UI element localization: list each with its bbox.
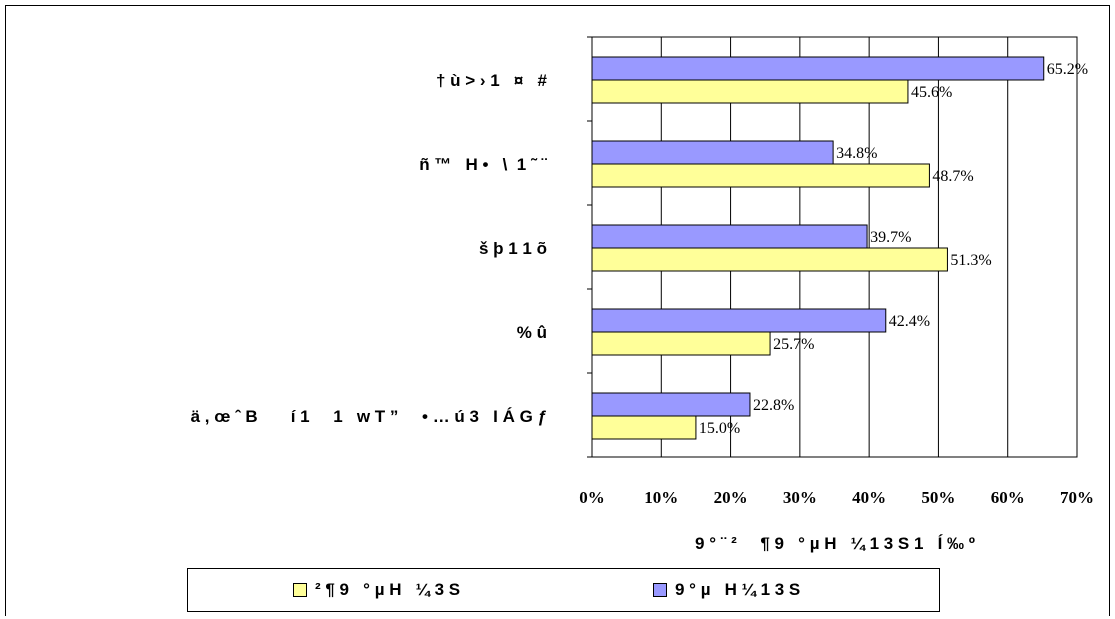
x-tick-label: 70% [1060,488,1094,507]
x-tick-label: 60% [991,488,1025,507]
data-label: 45.6% [911,84,952,101]
data-label: 39.7% [870,229,911,246]
legend-label-yellow: ² ¶ 9 ° µ H ¼ 3 S [315,580,461,599]
bar-series-yellow [591,79,909,104]
category-label: % û [517,323,547,342]
bar-series-purple [591,224,868,249]
data-label: 42.4% [889,313,930,330]
bar-series-yellow [591,247,948,272]
chart-legend: ² ¶ 9 ° µ H ¼ 3 S 9 ° µ H ¼ 1 3 S [187,568,940,612]
legend-item-yellow-series: ² ¶ 9 ° µ H ¼ 3 S [293,580,460,600]
bar-series-purple [591,140,834,165]
x-tick-label: 10% [644,488,678,507]
x-tick-label: 0% [579,488,605,507]
legend-label-purple: 9 ° µ H ¼ 1 3 S [675,580,801,599]
x-tick-label: 20% [714,488,748,507]
category-label: ñ ™ H • \ 1 ˜ ¨ [419,155,547,174]
data-label: 51.3% [950,252,991,269]
legend-swatch-yellow [293,583,307,597]
category-label: ä , œ ˆ B í 1 1 w T ” • … ú 3 I Á G ƒ [191,407,547,426]
category-label: † ù > › 1 ¤ # [436,71,548,90]
data-label: 34.8% [836,145,877,162]
bar-series-purple [591,392,751,417]
bar-series-purple [591,308,887,333]
x-axis-title: 9 ° ¨ ² ¶ 9 ° µ H ¼ 1 3 S 1 Í ‰ º [695,534,975,553]
data-label: 25.7% [773,336,814,353]
bar-series-yellow [591,331,771,356]
data-label: 15.0% [699,420,740,437]
bar-series-yellow [591,415,697,440]
legend-item-purple-series: 9 ° µ H ¼ 1 3 S [653,580,800,600]
chart-frame [5,5,1110,616]
category-label: š þ 1 1 õ [479,239,547,258]
x-tick-label: 30% [783,488,817,507]
bar-series-purple [591,56,1045,81]
x-tick-label: 40% [852,488,886,507]
legend-swatch-purple [653,583,667,597]
data-label: 22.8% [753,397,794,414]
x-tick-label: 50% [921,488,955,507]
bar-series-yellow [591,163,930,188]
data-label: 48.7% [932,168,973,185]
data-label: 65.2% [1047,61,1088,78]
